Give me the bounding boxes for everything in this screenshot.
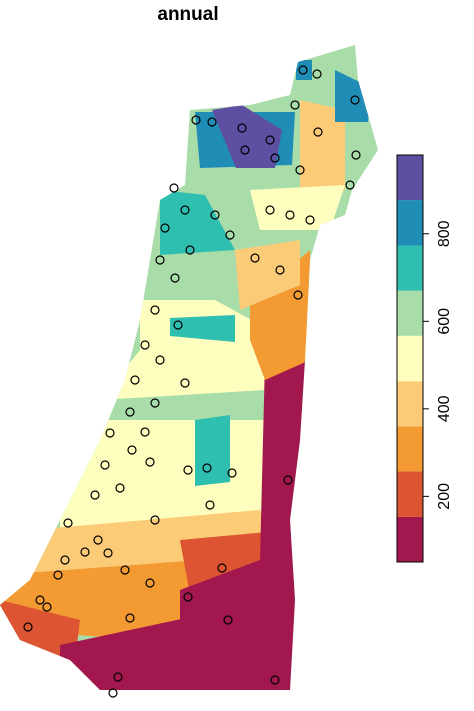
map-title: annual [157,4,218,25]
legend-bin [397,426,423,472]
legend-bin [397,200,423,246]
legend-tick-label: 600 [436,308,453,335]
stations [23,65,361,698]
map-regions [0,45,378,690]
region [60,615,200,690]
legend-tick-label: 200 [436,483,453,510]
legend-tick-label: 400 [436,395,453,422]
region [160,190,235,255]
region [195,415,230,486]
legend-tick-label: 800 [436,220,453,247]
legend-bin [397,335,423,382]
region [180,360,320,690]
region [250,185,345,230]
legend-bin [397,381,423,427]
region [300,100,345,200]
color-legend: 200 400 600 800 [396,154,453,563]
legend-bin [397,245,423,291]
legend-bin [397,155,423,201]
legend-bin [397,471,423,517]
legend-bin [397,290,423,336]
region [212,105,282,168]
region [170,315,235,342]
region [296,60,312,80]
legend-bin [397,516,423,562]
legend-frame [396,154,424,563]
